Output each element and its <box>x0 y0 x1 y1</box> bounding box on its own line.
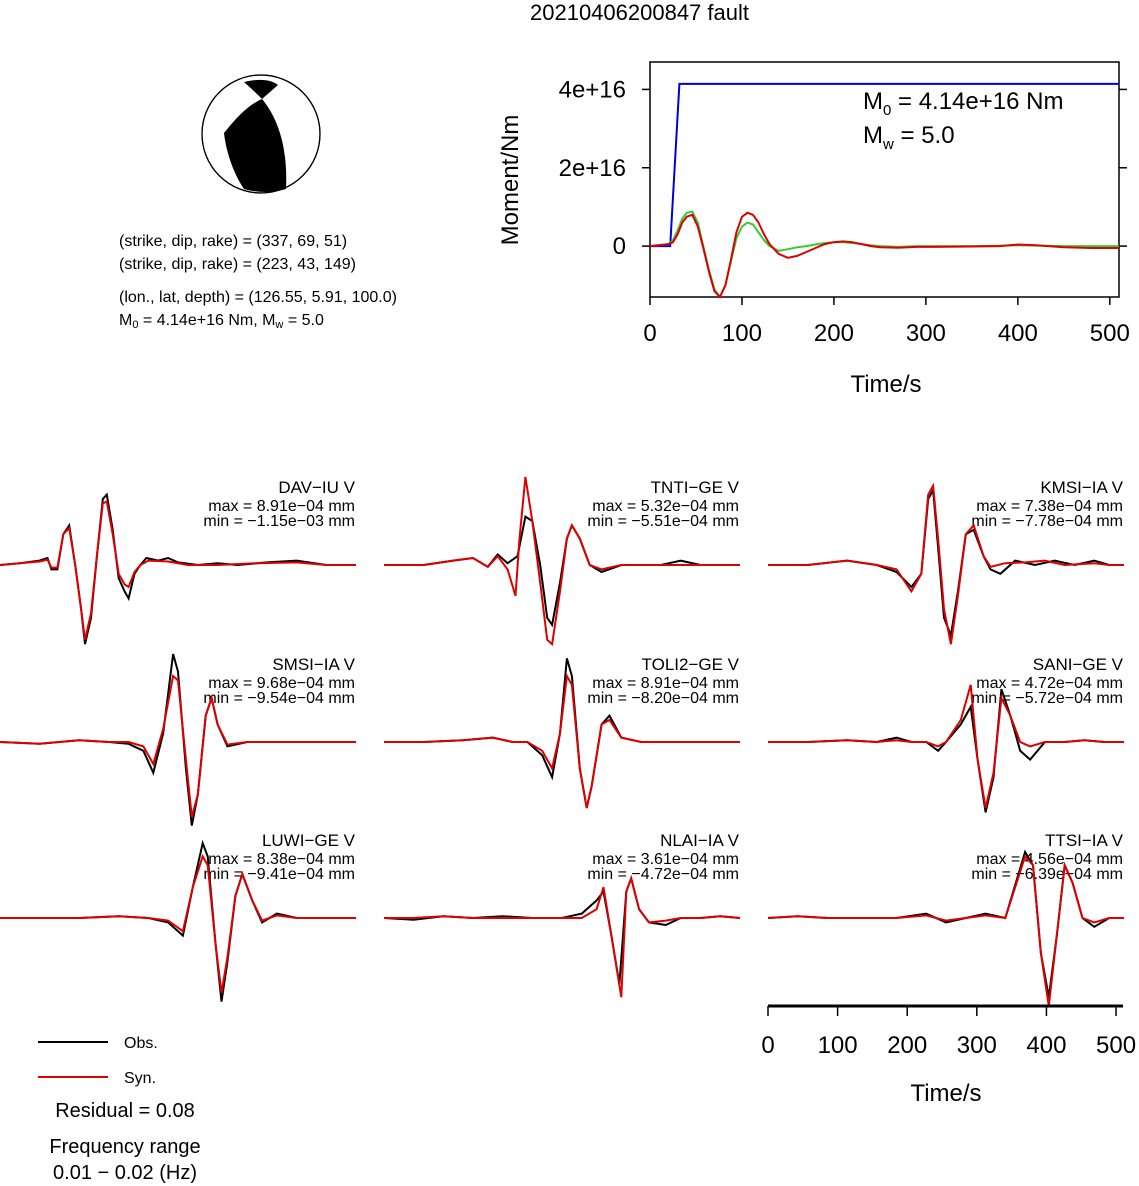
synthetic-trace <box>0 853 356 993</box>
synthetic-trace <box>767 854 1124 1007</box>
time-axis-tick-label: 0 <box>761 1032 774 1059</box>
station-min: min = −7.78e−04 mm <box>971 513 1123 530</box>
time-axis-tick-label: 100 <box>818 1032 858 1059</box>
synthetic-trace <box>384 476 740 647</box>
station-min: min = −1.15e−03 mm <box>203 513 355 530</box>
nodal-plane-1: (strike, dip, rake) = (337, 69, 51) <box>119 233 348 250</box>
moment-ylabel: Moment/Nm <box>497 115 524 246</box>
residual-text: Residual = 0.08 <box>55 1100 195 1122</box>
moment-xtick-label: 300 <box>906 320 946 347</box>
station-min: min = −5.51e−04 mm <box>587 513 739 530</box>
moment-xtick-label: 400 <box>998 320 1038 347</box>
moment-xtick-label: 200 <box>814 320 854 347</box>
location-line: (lon., lat, depth) = (126.55, 5.91, 100.… <box>119 289 397 306</box>
synthetic-trace <box>0 500 356 641</box>
observed-trace <box>768 688 1124 813</box>
beachball <box>201 74 321 194</box>
time-axis-tick-label: 200 <box>887 1032 927 1059</box>
station-min: min = −9.41e−04 mm <box>203 866 355 883</box>
time-axis-tick-label: 300 <box>957 1032 997 1059</box>
frequency-range-title: Frequency range <box>49 1136 201 1158</box>
moment-xtick-label: 500 <box>1090 320 1130 347</box>
station-name: LUWI−GE V <box>262 831 356 850</box>
moment-series-line-1 <box>649 210 1119 299</box>
station-max: max = 5.32e−04 mm <box>592 498 739 515</box>
waveform-time-axis: 0 100 200 300 400 500 Time/s <box>761 1004 1136 1107</box>
station-max: max = 4.56e−04 mm <box>976 851 1123 868</box>
legend-syn-label: Syn. <box>124 1070 156 1087</box>
station-min: min = −8.20e−04 mm <box>587 690 739 707</box>
moment-m0-annotation: M0 = 4.14e+16 Nm <box>863 88 1063 119</box>
time-axis-label: Time/s <box>910 1080 981 1107</box>
station-name: SANI−GE V <box>1033 655 1124 674</box>
station-name: DAV−IU V <box>278 478 355 497</box>
station-max: max = 3.61e−04 mm <box>592 851 739 868</box>
time-axis-tick-label: 400 <box>1026 1032 1066 1059</box>
synthetic-trace <box>384 672 740 809</box>
station-max: max = 8.91e−04 mm <box>592 675 739 692</box>
station-min: min = −5.72e−04 mm <box>971 690 1123 707</box>
time-axis-tick-label: 500 <box>1096 1032 1136 1059</box>
station-name: TOLI2−GE V <box>642 655 740 674</box>
station-name: TNTI−GE V <box>651 478 740 497</box>
synthetic-trace <box>768 482 1124 645</box>
station-max: max = 9.68e−04 mm <box>208 675 355 692</box>
moment-xtick-label: 0 <box>643 320 656 347</box>
figure-title: 20210406200847 fault <box>530 0 749 25</box>
moment-xtick-label: 100 <box>722 320 762 347</box>
waveform-legend: Obs. Syn. <box>36 1032 196 1092</box>
magnitude-line: M0 = 4.14e+16 Nm, Mw = 5.0 <box>119 312 324 331</box>
nodal-plane-2: (strike, dip, rake) = (223, 43, 149) <box>119 256 356 273</box>
moment-series-line-2 <box>649 211 1119 299</box>
frequency-range-value: 0.01 − 0.02 (Hz) <box>53 1162 197 1184</box>
station-name: SMSI−IA V <box>272 655 355 674</box>
synthetic-trace <box>384 875 741 998</box>
station-name: NLAI−IA V <box>660 831 740 850</box>
moment-ytick-label: 0 <box>613 233 626 260</box>
station-max: max = 8.91e−04 mm <box>208 498 355 515</box>
moment-ytick-label: 4e+16 <box>559 76 626 103</box>
moment-xlabel: Time/s <box>850 371 921 398</box>
moment-series-line-0 <box>650 82 1119 248</box>
station-min: min = −6.39e−04 mm <box>971 866 1123 883</box>
station-min: min = −9.54e−04 mm <box>203 690 355 707</box>
moment-plot-frame <box>649 61 1120 298</box>
legend-obs-label: Obs. <box>124 1035 158 1052</box>
moment-ytick-label: 2e+16 <box>559 155 626 182</box>
station-max: max = 7.38e−04 mm <box>976 498 1123 515</box>
moment-mw-annotation: Mw = 5.0 <box>863 122 955 153</box>
station-max: max = 8.38e−04 mm <box>208 851 355 868</box>
station-name: TTSI−IA V <box>1045 831 1124 850</box>
station-name: KMSI−IA V <box>1040 478 1123 497</box>
synthetic-trace <box>768 684 1124 809</box>
station-min: min = −4.72e−04 mm <box>587 866 739 883</box>
observed-trace <box>383 875 741 985</box>
station-max: max = 4.72e−04 mm <box>976 675 1123 692</box>
moment-chart: 0 2e+16 4e+16 0 100 200 300 400 500 Moment/Nm T… <box>497 61 1130 398</box>
synthetic-trace <box>0 674 356 818</box>
